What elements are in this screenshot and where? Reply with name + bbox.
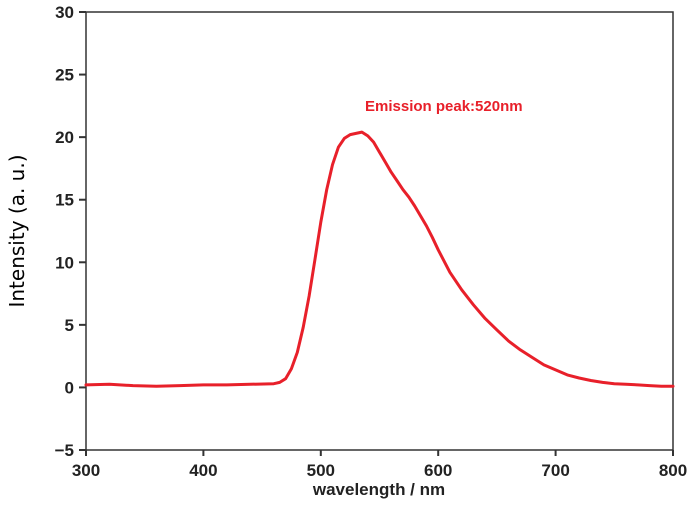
x-tick-label: 800 xyxy=(659,461,687,480)
y-tick-label: 20 xyxy=(55,128,74,147)
y-tick-label: 5 xyxy=(65,316,74,335)
x-axis-title: wavelength / nm xyxy=(312,480,445,499)
emission-spectrum-line xyxy=(84,130,675,388)
series-layer xyxy=(84,130,675,388)
x-tick-label: 300 xyxy=(72,461,100,480)
ticks: 300 400 500 600 700 800 −5 0 5 10 15 20 25 30 xyxy=(55,3,688,480)
x-tick-label: 400 xyxy=(189,461,217,480)
emission-peak-annotation: Emission peak:520nm xyxy=(365,98,523,115)
y-tick-label: 15 xyxy=(55,191,74,210)
x-tick-label: 500 xyxy=(307,461,335,480)
y-tick-label: 0 xyxy=(65,378,74,397)
x-tick-label: 600 xyxy=(424,461,452,480)
y-tick-label: 25 xyxy=(55,66,74,85)
x-tick-label: 700 xyxy=(541,461,569,480)
y-tick-label: −5 xyxy=(55,441,74,460)
plot-frame xyxy=(85,11,674,451)
y-tick-label: 10 xyxy=(55,253,74,272)
y-tick-label: 30 xyxy=(55,3,74,22)
y-axis-title: Intensity (a. u.) xyxy=(5,154,29,307)
